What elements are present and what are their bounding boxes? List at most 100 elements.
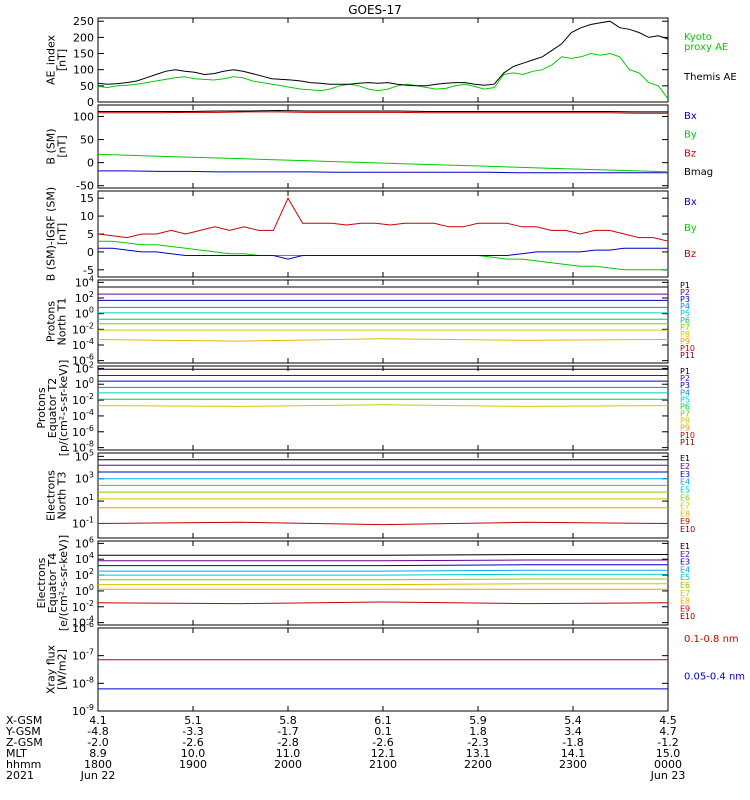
y-tick-label: 105 xyxy=(75,448,94,463)
legend-entry: P9 xyxy=(680,424,690,433)
legend-entry: E4 xyxy=(680,565,690,574)
footer-value: 0000 xyxy=(654,758,682,771)
y-axis-label: Electrons xyxy=(35,557,48,608)
legend-entry: E6 xyxy=(680,494,690,503)
y-tick-label: 10-6 xyxy=(72,424,94,439)
y-tick-label: 10 xyxy=(80,210,94,223)
footer-value: 2200 xyxy=(464,758,492,771)
legend-entry: Bx xyxy=(684,111,697,122)
legend-entry: P8 xyxy=(680,330,690,339)
footer-value: 4.7 xyxy=(659,725,677,738)
y-tick-label: 102 xyxy=(75,567,94,582)
series-line-e6 xyxy=(98,578,668,581)
y-tick-label: 106 xyxy=(75,535,94,550)
legend-entry: By xyxy=(684,223,697,234)
legend-entry: P1 xyxy=(680,281,690,290)
series-line-p7 xyxy=(97,404,669,407)
legend-entry: Bmag xyxy=(684,167,713,178)
footer-row-label: Y-GSM xyxy=(5,725,41,738)
y-tick-label: 104 xyxy=(75,551,94,566)
legend-entry: E9 xyxy=(680,604,690,613)
y-tick-label: 10-4 xyxy=(72,337,94,352)
y-tick-label: 15 xyxy=(80,192,94,205)
panel-3: -5 0 5 10 15 B (SM)-IGRF (SM)[nT] Bx By Bz xyxy=(45,187,697,281)
y-axis-label: B (SM) xyxy=(45,128,58,164)
y-axis-label: [p/(cm²-s-sr-keV)] xyxy=(57,360,70,457)
panel-frame xyxy=(97,190,669,278)
footer-value: 11.0 xyxy=(276,747,301,760)
footer-value: 10.0 xyxy=(181,747,206,760)
footer-row-label: Z-GSM xyxy=(6,736,43,749)
legend-entry: E1 xyxy=(680,542,690,551)
legend-entry: By xyxy=(684,130,697,141)
series-line-bmag xyxy=(98,109,668,113)
y-tick-label: -5 xyxy=(83,264,94,277)
y-axis-label: [nT] xyxy=(56,49,69,71)
y-tick-label: 102 xyxy=(75,360,94,375)
y-tick-label: 104 xyxy=(75,274,94,289)
legend-entry: P11 xyxy=(680,438,695,447)
series-line-e5 xyxy=(98,573,668,576)
footer-value: 12.1 xyxy=(371,747,396,760)
legend-entry: E3 xyxy=(680,558,690,567)
y-axis-label: [e/(cm²-s-sr-keV)] xyxy=(57,535,70,631)
series-line-themis-ae xyxy=(97,20,669,87)
series-line-bz xyxy=(98,111,668,114)
legend-entry: E3 xyxy=(680,470,690,479)
y-axis-label: [nT] xyxy=(56,135,69,157)
panel-8: 10-6 10-7 10-8 10-9 Xray flux[W/m2] 0.1-0.8 n… xyxy=(45,620,746,718)
footer-value: Jun 22 xyxy=(80,769,116,782)
legend-entry: P4 xyxy=(680,388,690,397)
series-line-e9 xyxy=(97,521,669,526)
series-line-e9 xyxy=(97,601,669,605)
footer-value: 15.0 xyxy=(656,747,681,760)
footer-row-label: 2021 xyxy=(6,769,34,782)
footer-value: -2.6 xyxy=(182,736,203,749)
series-line-bz xyxy=(97,197,669,242)
y-axis-label: [nT] xyxy=(56,223,69,245)
series-line-e7 xyxy=(98,583,668,586)
footer-value: -2.8 xyxy=(277,736,298,749)
footer-value: 4.5 xyxy=(659,714,677,727)
legend-entry: P5 xyxy=(680,309,690,318)
footer-value: 2000 xyxy=(274,758,302,771)
y-tick-label: 101 xyxy=(75,493,94,508)
footer-value: 1800 xyxy=(84,758,112,771)
legend-entry: P10 xyxy=(680,344,695,353)
series-line-e2 xyxy=(98,559,668,562)
footer-row-label: hhmm xyxy=(6,758,41,771)
legend-entry: E6 xyxy=(680,581,690,590)
footer-value: 2100 xyxy=(369,758,397,771)
legend-entry: P1 xyxy=(680,367,690,376)
legend-entry: E7 xyxy=(680,589,690,598)
footer-value: -2.3 xyxy=(467,736,488,749)
series-line-e3 xyxy=(98,564,668,567)
y-tick-label: 10-6 xyxy=(72,353,94,368)
legend-entry: Bx xyxy=(684,197,697,208)
footer-value: -2.6 xyxy=(372,736,393,749)
y-axis-label: Equator T2 xyxy=(46,378,59,438)
y-tick-label: -50 xyxy=(76,180,94,193)
legend-entry: E9 xyxy=(680,517,690,526)
y-axis-label: Xray flux xyxy=(45,644,58,694)
footer-value: Jun 23 xyxy=(650,769,686,782)
series-line-kyoto-proxy-ae xyxy=(97,52,669,100)
footer-row-label: X-GSM xyxy=(6,714,42,727)
legend-entry: P10 xyxy=(680,431,695,440)
y-tick-label: 102 xyxy=(75,290,94,305)
legend-entry: E8 xyxy=(680,509,690,518)
legend-entry: E8 xyxy=(680,597,690,606)
y-axis-label: Protons xyxy=(35,387,48,428)
y-tick-label: 10-8 xyxy=(72,440,94,455)
legend-entry: P5 xyxy=(680,395,690,404)
y-tick-label: 10-7 xyxy=(72,648,94,663)
y-tick-label: 10-8 xyxy=(72,675,94,690)
y-tick-label: 0 xyxy=(87,157,94,170)
y-tick-label: 100 xyxy=(75,583,94,598)
legend-entry: P3 xyxy=(680,381,690,390)
legend-entry: E1 xyxy=(680,454,690,463)
